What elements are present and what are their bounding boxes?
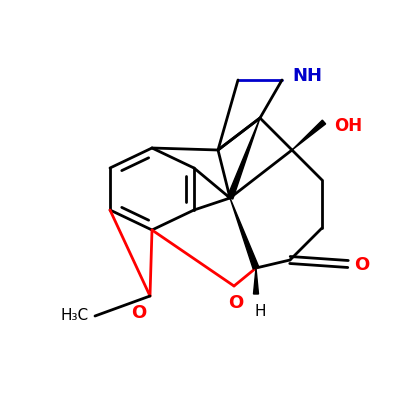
Text: H: H [254,304,266,319]
Polygon shape [254,268,258,294]
Polygon shape [227,118,260,199]
Polygon shape [292,120,326,150]
Text: OH: OH [334,117,362,135]
Polygon shape [230,198,259,269]
Text: NH: NH [292,67,322,85]
Text: O: O [228,294,244,312]
Text: H₃C: H₃C [61,308,89,324]
Text: O: O [131,304,146,322]
Text: O: O [354,256,369,274]
